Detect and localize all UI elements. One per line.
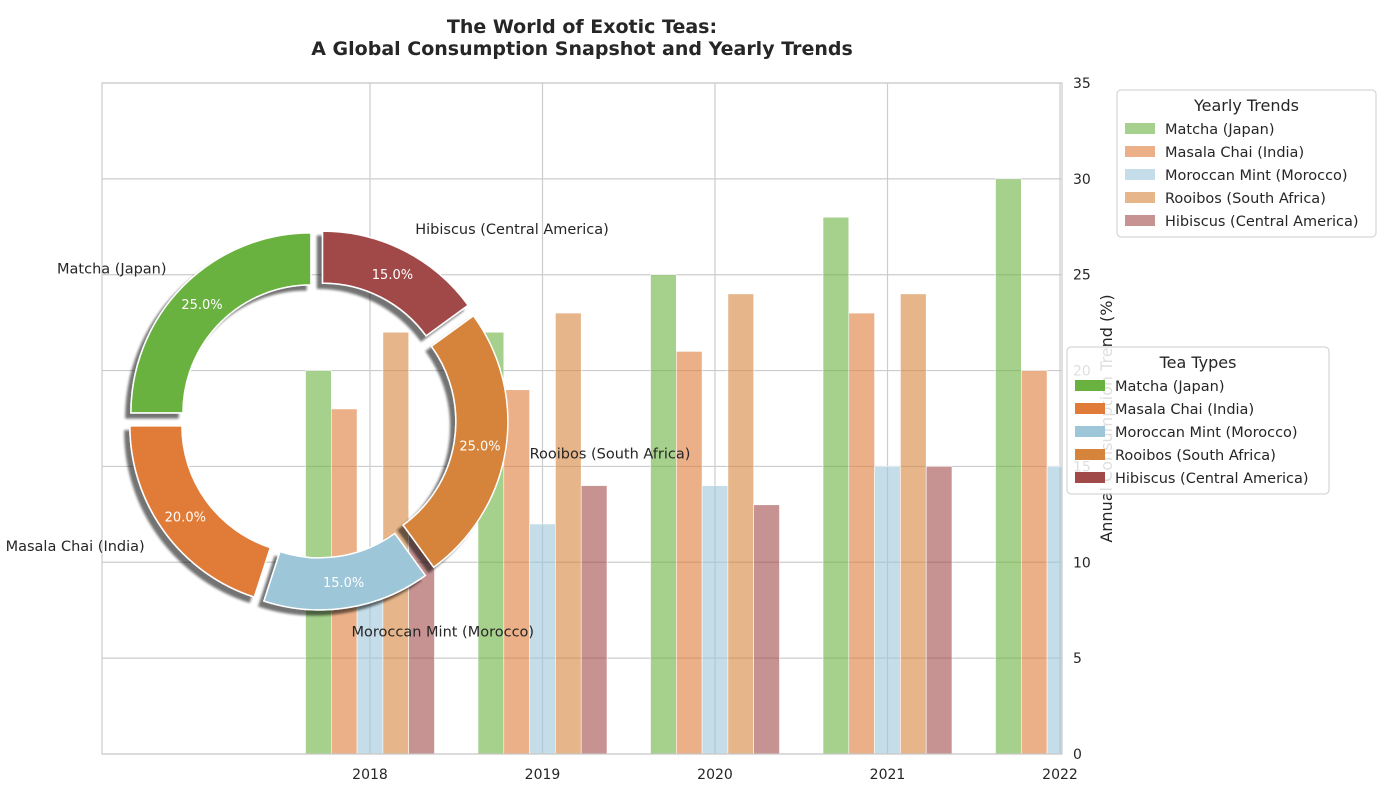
slice-name-label: Moroccan Mint (Morocco) bbox=[352, 625, 535, 641]
legend-swatch bbox=[1125, 169, 1155, 180]
slice-percent-label: 20.0% bbox=[165, 510, 206, 525]
bar-masala-chai-india-2019 bbox=[503, 389, 530, 755]
bar-moroccan-mint-morocco-2020 bbox=[701, 485, 729, 755]
bar-hibiscus-central-america-2021 bbox=[925, 466, 953, 755]
legend-item-label: Rooibos (South Africa) bbox=[1165, 191, 1326, 207]
legend-item-label: Moroccan Mint (Morocco) bbox=[1115, 425, 1298, 441]
y-tick-label: 10 bbox=[1073, 555, 1091, 571]
slice-group-matcha-japan: 25.0% bbox=[130, 232, 312, 414]
slice-percent-label: 25.0% bbox=[181, 298, 222, 313]
legend-item-label: Matcha (Japan) bbox=[1165, 122, 1275, 138]
x-tick-label: 2021 bbox=[870, 767, 906, 783]
slice-name-label: Masala Chai (India) bbox=[6, 539, 145, 555]
y-tick-label: 25 bbox=[1073, 268, 1091, 284]
legend-tea-types: Tea Types Matcha (Japan) Masala Chai (Indi… bbox=[1066, 346, 1330, 495]
slice-percent-label: 15.0% bbox=[323, 576, 364, 591]
slice-masala-chai-india bbox=[129, 425, 272, 599]
legend-swatch bbox=[1075, 380, 1105, 391]
legend-item-label: Hibiscus (Central America) bbox=[1165, 214, 1359, 230]
legend-item-label: Moroccan Mint (Morocco) bbox=[1165, 168, 1348, 184]
slice-group-masala-chai-india: 20.0% bbox=[129, 425, 272, 599]
legend-yearly-trends: Yearly Trends Matcha (Japan) Masala Chai (… bbox=[1116, 89, 1377, 238]
slice-hibiscus-central-america bbox=[321, 230, 470, 337]
bar-rooibos-south-africa-2021 bbox=[900, 293, 927, 755]
legend-swatch bbox=[1075, 403, 1105, 414]
legend-swatch bbox=[1125, 123, 1155, 134]
slice-rooibos-south-africa bbox=[402, 314, 509, 569]
chart-title-line-2: A Global Consumption Snapshot and Yearly… bbox=[311, 38, 853, 60]
legend-item-label: Masala Chai (India) bbox=[1115, 402, 1254, 418]
y-tick-label: 35 bbox=[1073, 76, 1091, 92]
bar-rooibos-south-africa-2020 bbox=[727, 293, 755, 755]
legend-item-label: Hibiscus (Central America) bbox=[1115, 471, 1309, 487]
slice-moroccan-mint-morocco bbox=[262, 532, 427, 611]
x-tick-label: 2022 bbox=[1042, 767, 1078, 783]
legend-item-label: Rooibos (South Africa) bbox=[1115, 448, 1276, 464]
legend-frame bbox=[1116, 89, 1377, 238]
slice-group-rooibos-south-africa: 25.0% bbox=[402, 314, 509, 569]
x-tick-label: 2018 bbox=[352, 767, 388, 783]
legend-title: Yearly Trends bbox=[1193, 96, 1299, 115]
y-tick-label: 0 bbox=[1073, 747, 1082, 763]
y-tick-label: 30 bbox=[1073, 172, 1091, 188]
bar-masala-chai-india-2020 bbox=[675, 351, 703, 755]
slice-name-label: Rooibos (South Africa) bbox=[530, 447, 691, 463]
bar-matcha-japan-2020 bbox=[650, 274, 677, 755]
slice-matcha-japan bbox=[130, 232, 312, 414]
slice-group-hibiscus-central-america: 15.0% bbox=[321, 230, 470, 337]
bar-moroccan-mint-morocco-2022 bbox=[1046, 466, 1063, 755]
bar-hibiscus-central-america-2020 bbox=[753, 504, 780, 755]
series-rooibos-south-africa bbox=[382, 293, 927, 755]
x-tick-label: 2019 bbox=[525, 767, 561, 783]
slice-percent-label: 15.0% bbox=[372, 268, 413, 283]
legend-item-label: Masala Chai (India) bbox=[1165, 145, 1304, 161]
plot-frame bbox=[101, 82, 1063, 755]
legend-item-label: Matcha (Japan) bbox=[1115, 379, 1225, 395]
bar-rooibos-south-africa-2019 bbox=[555, 312, 582, 755]
bar-masala-chai-india-2021 bbox=[848, 312, 875, 755]
donut-chart: 25.0% Matcha (Japan) 20.0% Masala Chai (Ind… bbox=[6, 222, 691, 640]
chart-title-line-1: The World of Exotic Teas: bbox=[447, 16, 717, 38]
legend-swatch bbox=[1125, 146, 1155, 157]
x-axis-ticks: 2018 2019 2020 2021 2022 bbox=[352, 767, 1078, 783]
legend-frame bbox=[1066, 346, 1330, 495]
slice-percent-label: 25.0% bbox=[459, 440, 500, 455]
series-hibiscus-central-america bbox=[408, 466, 953, 755]
bar-matcha-japan-2022 bbox=[995, 178, 1022, 755]
slice-name-label: Matcha (Japan) bbox=[57, 262, 167, 278]
legend-swatch bbox=[1075, 472, 1105, 483]
bar-masala-chai-india-2022 bbox=[1020, 370, 1048, 755]
slice-name-label: Hibiscus (Central America) bbox=[415, 222, 609, 238]
bar-series bbox=[305, 178, 1063, 755]
x-tick-label: 2020 bbox=[697, 767, 733, 783]
slice-group-moroccan-mint-morocco: 15.0% bbox=[262, 532, 427, 611]
bar-hibiscus-central-america-2019 bbox=[580, 485, 608, 755]
legend-swatch bbox=[1075, 449, 1105, 460]
bar-moroccan-mint-morocco-2021 bbox=[874, 466, 901, 755]
legend-swatch bbox=[1125, 215, 1155, 226]
legend-swatch bbox=[1125, 192, 1155, 203]
chart-title: The World of Exotic Teas: A Global Consu… bbox=[311, 16, 853, 60]
bar-matcha-japan-2021 bbox=[822, 216, 850, 755]
legend-swatch bbox=[1075, 426, 1105, 437]
legend-title: Tea Types bbox=[1159, 353, 1237, 372]
y-tick-label: 5 bbox=[1073, 651, 1082, 667]
